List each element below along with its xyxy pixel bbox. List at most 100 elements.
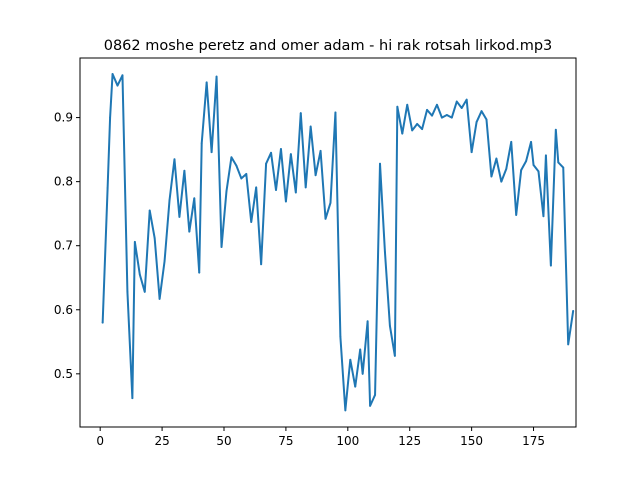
data-point [173,158,176,161]
y-axis: 0.5 0.6 0.7 0.8 0.9 [54,111,80,381]
data-point [455,100,458,103]
y-tick-label: 0.5 [54,367,73,381]
data-point [183,169,186,172]
data-point [557,161,560,164]
data-point [230,156,233,159]
data-point [366,320,369,323]
data-point [485,118,488,121]
x-tick-label: 175 [522,434,545,448]
data-point [500,180,503,183]
data-point [285,200,287,203]
data-point [304,186,307,189]
data-point [520,169,523,172]
data-point [294,191,297,194]
data-point [515,214,518,216]
data-point [235,164,238,167]
data-point [215,75,218,78]
data-point [245,173,248,175]
y-tick-label: 0.6 [54,303,73,317]
data-point [421,128,423,131]
x-tick-label: 125 [398,434,421,448]
data-point [158,297,161,300]
data-point [554,128,557,131]
data-point [460,107,463,109]
data-point [220,246,223,248]
data-point [436,103,438,106]
x-tick-label: 150 [460,434,483,448]
data-point [393,354,396,357]
data-point [406,103,409,106]
data-point [426,108,428,111]
data-point [510,141,513,143]
data-point [163,260,166,262]
x-axis: 0 25 50 75 100 125 150 175 [96,427,545,448]
data-point [314,174,317,177]
data-point [374,394,376,396]
data-point [289,153,292,155]
data-point [549,264,552,267]
data-point [411,129,414,132]
data-point [465,98,468,101]
x-tick-label: 100 [336,434,359,448]
data-point [329,201,332,204]
data-point [431,114,433,117]
data-point [101,321,104,324]
data-point [299,112,302,114]
data-point [126,290,129,293]
data-point [143,290,146,293]
data-point [255,186,258,189]
data-point [401,132,404,135]
data-point [495,157,498,160]
data-point [361,372,364,375]
data-point [133,240,136,243]
y-tick-label: 0.7 [54,239,73,253]
data-point [567,343,570,346]
data-point [339,335,342,338]
data-point [396,105,399,108]
data-point [188,230,191,233]
data-point [210,151,213,154]
data-point [265,162,267,165]
data-point [562,166,565,169]
data-point [572,310,575,312]
data-point [275,189,277,191]
data-point [225,190,228,193]
data-point [344,409,347,412]
chart-title: 0862 moshe peretz and omer adam - hi rak… [104,38,553,54]
y-tick-label: 0.8 [54,175,73,189]
data-point [349,358,352,361]
data-point [416,123,419,125]
data-point [384,251,386,254]
data-point [178,215,181,218]
y-tick-label: 0.9 [54,111,73,125]
data-point [389,324,391,327]
data-point [530,141,532,143]
x-tick-label: 0 [96,434,104,448]
axes-frame [79,57,577,428]
data-point [309,125,312,128]
data-point [505,167,508,170]
data-point [280,148,282,150]
data-point [445,114,448,116]
data-point [260,263,263,266]
x-tick-label: 50 [216,434,231,448]
x-tick-label: 25 [154,434,169,448]
data-point [545,154,547,157]
x-tick-label: 75 [278,434,293,448]
data-point [193,197,196,200]
data-point [334,111,337,114]
data-point [109,116,111,119]
data-point [131,397,134,400]
data-point [319,149,322,152]
data-point [250,221,253,223]
data-point [525,160,527,163]
data-point [148,209,151,212]
data-point [475,121,478,123]
data-point [240,177,243,180]
data-point [198,271,201,274]
data-point [153,237,156,239]
data-point [537,170,540,173]
data-point [205,81,208,84]
